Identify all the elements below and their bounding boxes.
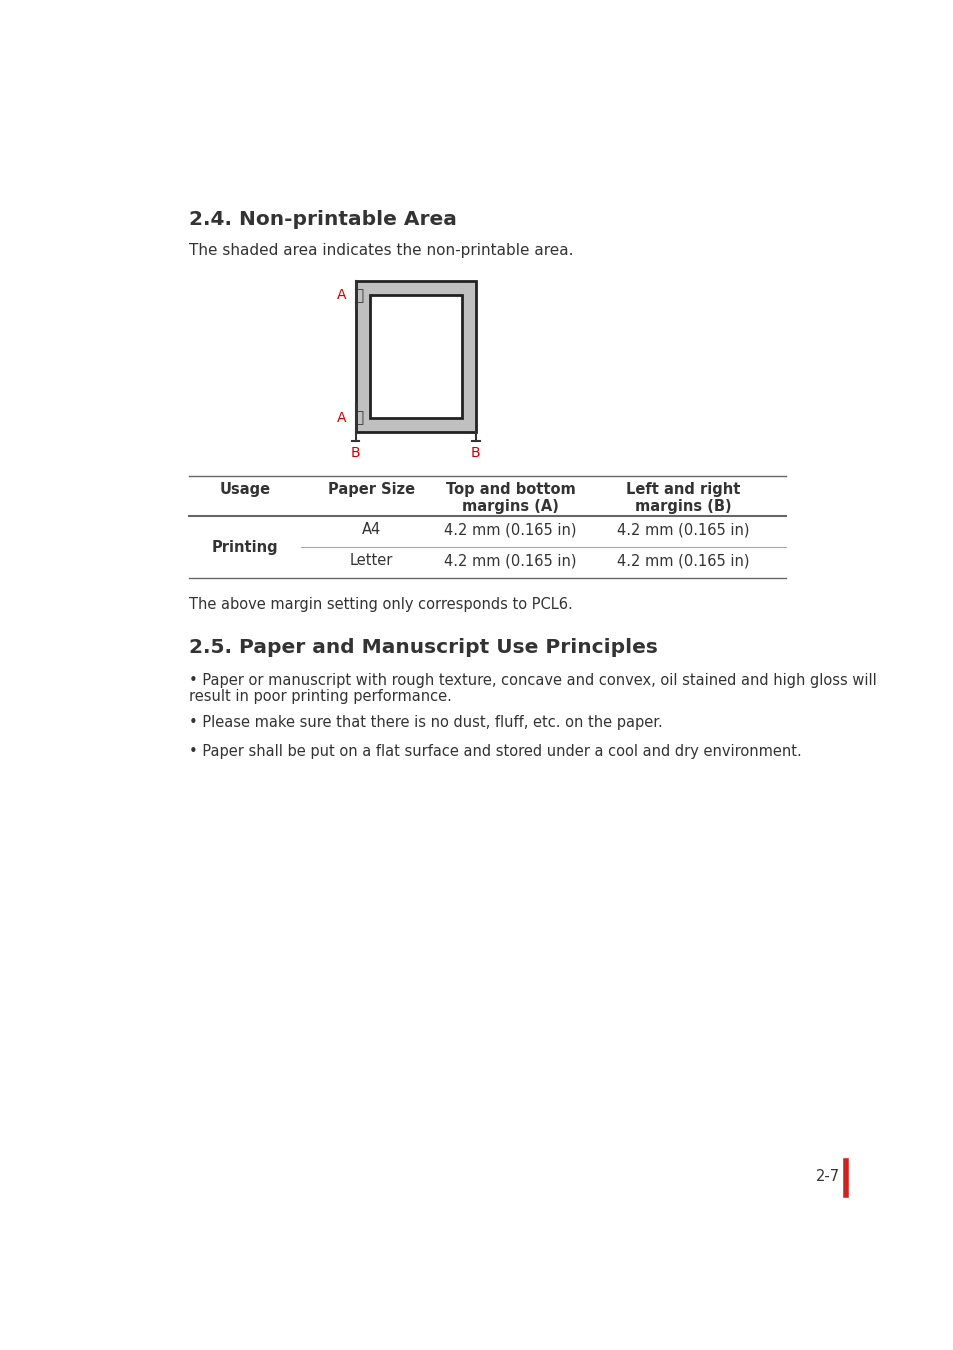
Text: The above margin setting only corresponds to PCL6.: The above margin setting only correspond…	[189, 597, 572, 612]
Text: • Paper or manuscript with rough texture, concave and convex, oil stained and hi: • Paper or manuscript with rough texture…	[189, 672, 876, 687]
Text: Printing: Printing	[212, 540, 278, 555]
Text: 4.2 mm (0.165 in): 4.2 mm (0.165 in)	[444, 554, 577, 568]
Text: ⎹: ⎹	[354, 410, 363, 425]
Text: A: A	[336, 410, 346, 425]
Text: A: A	[336, 288, 346, 302]
Text: 2-7: 2-7	[815, 1169, 840, 1184]
Text: Left and right
margins (B): Left and right margins (B)	[625, 482, 740, 514]
Bar	[369, 296, 461, 417]
Text: B: B	[351, 446, 360, 460]
Text: A4: A4	[361, 522, 380, 537]
Text: 2.4. Non-printable Area: 2.4. Non-printable Area	[189, 209, 456, 228]
Text: 4.2 mm (0.165 in): 4.2 mm (0.165 in)	[444, 522, 577, 537]
Text: Usage: Usage	[219, 482, 271, 497]
Text: • Paper shall be put on a flat surface and stored under a cool and dry environme: • Paper shall be put on a flat surface a…	[189, 744, 801, 759]
Bar	[355, 281, 476, 432]
Text: 2.5. Paper and Manuscript Use Principles: 2.5. Paper and Manuscript Use Principles	[189, 637, 658, 657]
Text: ⎹: ⎹	[354, 288, 363, 302]
Text: result in poor printing performance.: result in poor printing performance.	[189, 690, 452, 705]
Text: 4.2 mm (0.165 in): 4.2 mm (0.165 in)	[617, 522, 748, 537]
Text: 4.2 mm (0.165 in): 4.2 mm (0.165 in)	[617, 554, 748, 568]
Text: Paper Size: Paper Size	[327, 482, 415, 497]
Text: Top and bottom
margins (A): Top and bottom margins (A)	[445, 482, 575, 514]
Text: • Please make sure that there is no dust, fluff, etc. on the paper.: • Please make sure that there is no dust…	[189, 716, 662, 730]
Text: The shaded area indicates the non-printable area.: The shaded area indicates the non-printa…	[189, 243, 573, 258]
Text: Letter: Letter	[349, 554, 393, 568]
Text: B: B	[471, 446, 480, 460]
